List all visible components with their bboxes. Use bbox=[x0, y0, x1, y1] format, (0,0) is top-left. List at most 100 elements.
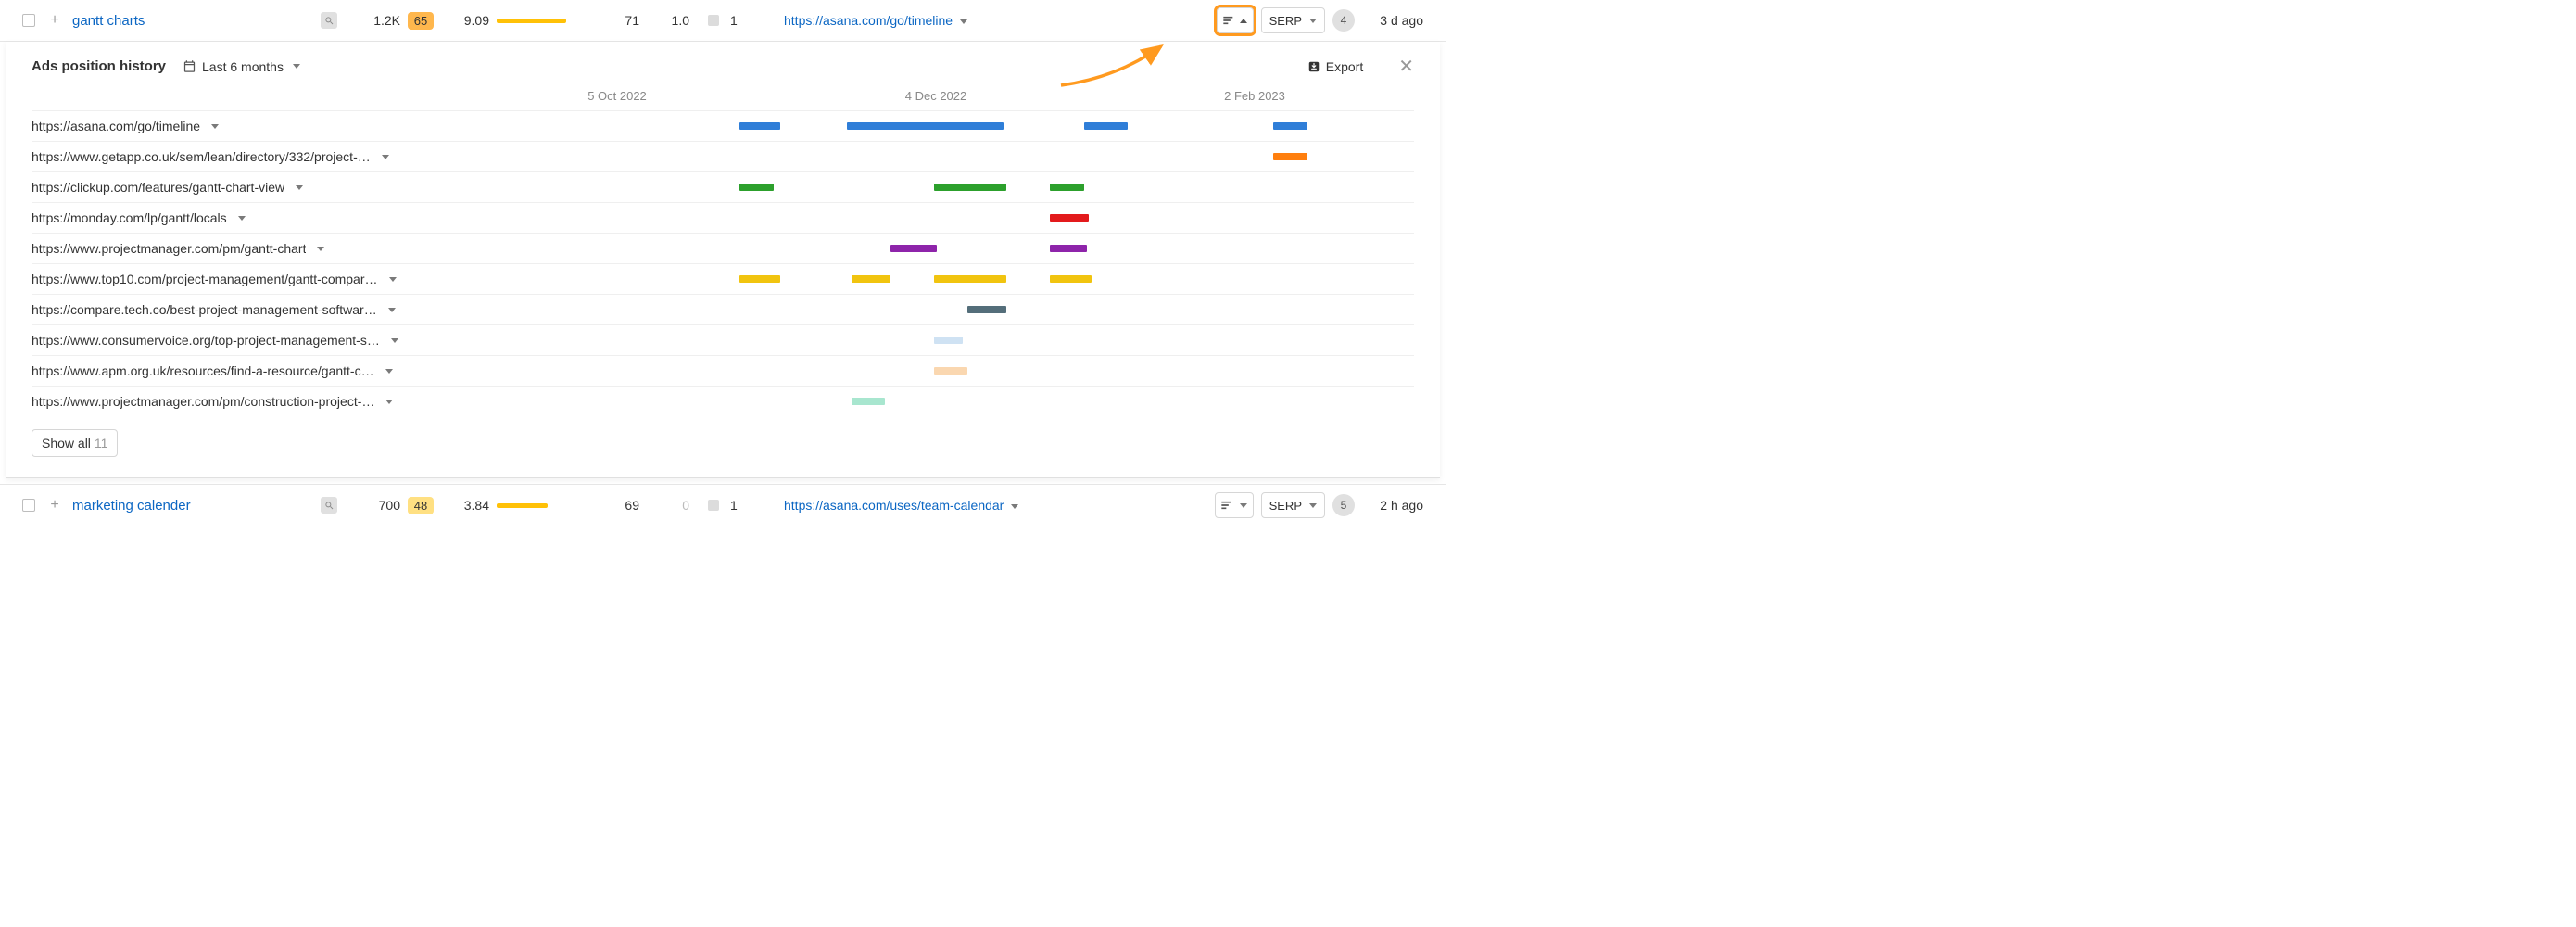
show-all-button[interactable]: Show all 11 bbox=[32, 429, 118, 457]
chevron-down-icon[interactable] bbox=[317, 247, 324, 251]
ads-history-button[interactable] bbox=[1217, 7, 1254, 33]
chevron-down-icon bbox=[1309, 19, 1317, 23]
history-url[interactable]: https://www.consumervoice.org/top-projec… bbox=[32, 333, 380, 348]
chevron-down-icon bbox=[960, 19, 967, 24]
chevron-down-icon bbox=[1309, 503, 1317, 508]
keyword-row: + gantt charts 1.2K 65 9.09 71 1.0 1 htt… bbox=[0, 0, 1446, 42]
show-all-label: Show all bbox=[42, 436, 91, 451]
history-url[interactable]: https://www.projectmanager.com/pm/gantt-… bbox=[32, 241, 306, 256]
chevron-down-icon[interactable] bbox=[238, 216, 246, 221]
chevron-down-icon[interactable] bbox=[389, 277, 397, 282]
timeline-segment bbox=[739, 275, 780, 283]
history-url[interactable]: https://www.apm.org.uk/resources/find-a-… bbox=[32, 363, 374, 378]
chevron-icon bbox=[1240, 19, 1247, 23]
history-timeline bbox=[444, 325, 1414, 355]
chevron-down-icon[interactable] bbox=[388, 308, 396, 312]
history-timeline bbox=[444, 203, 1414, 233]
chevron-down-icon[interactable] bbox=[382, 155, 389, 159]
date-range-filter[interactable]: Last 6 months bbox=[183, 59, 300, 74]
history-url[interactable]: https://compare.tech.co/best-project-man… bbox=[32, 302, 377, 317]
timeline-segment bbox=[934, 184, 1007, 191]
timeline-segment bbox=[739, 184, 774, 191]
trend-sparkline bbox=[497, 19, 589, 23]
history-row: https://www.getapp.co.uk/sem/lean/direct… bbox=[32, 141, 1414, 171]
links-count-badge[interactable]: 4 bbox=[1332, 9, 1355, 32]
history-url[interactable]: https://www.top10.com/project-management… bbox=[32, 272, 378, 286]
history-row: https://compare.tech.co/best-project-man… bbox=[32, 294, 1414, 324]
ads-history-button[interactable] bbox=[1215, 492, 1254, 518]
chevron-down-icon[interactable] bbox=[211, 124, 219, 129]
history-url[interactable]: https://clickup.com/features/gantt-chart… bbox=[32, 180, 284, 195]
chevron-down-icon[interactable] bbox=[385, 400, 393, 404]
metric-c: 1 bbox=[730, 13, 749, 28]
cpc-value: 9.09 bbox=[441, 13, 489, 28]
history-row: https://www.top10.com/project-management… bbox=[32, 263, 1414, 294]
ads-history-panel: Ads position history Last 6 months Expor… bbox=[6, 42, 1440, 478]
timeline-segment bbox=[852, 275, 890, 283]
row-checkbox[interactable] bbox=[22, 499, 35, 512]
metric-a: 71 bbox=[597, 13, 639, 28]
export-button[interactable]: Export bbox=[1307, 59, 1363, 74]
history-url[interactable]: https://asana.com/go/timeline bbox=[32, 119, 200, 133]
serp-button[interactable]: SERP bbox=[1261, 492, 1325, 518]
gray-swatch-icon bbox=[708, 500, 719, 511]
history-row: https://clickup.com/features/gantt-chart… bbox=[32, 171, 1414, 202]
timeline-segment bbox=[1084, 122, 1128, 130]
keyword-link[interactable]: marketing calender bbox=[72, 498, 313, 514]
serp-label: SERP bbox=[1269, 499, 1302, 513]
row-checkbox[interactable] bbox=[22, 14, 35, 27]
timeline-date: 5 Oct 2022 bbox=[458, 89, 777, 103]
timeline-date-header: 5 Oct 20224 Dec 20222 Feb 2023 bbox=[458, 83, 1414, 110]
timeline-segment bbox=[1273, 122, 1307, 130]
history-row: https://www.projectmanager.com/pm/gantt-… bbox=[32, 233, 1414, 263]
keyword-link[interactable]: gantt charts bbox=[72, 13, 313, 29]
history-url[interactable]: https://monday.com/lp/gantt/locals bbox=[32, 210, 227, 225]
export-label: Export bbox=[1326, 59, 1363, 74]
timeline-segment bbox=[847, 122, 1004, 130]
chevron-down-icon[interactable] bbox=[385, 369, 393, 374]
add-icon[interactable]: + bbox=[48, 499, 61, 512]
kd-badge: 48 bbox=[408, 497, 434, 514]
history-timeline bbox=[444, 172, 1414, 202]
gray-swatch-icon bbox=[708, 15, 719, 26]
timeline-segment bbox=[1050, 184, 1084, 191]
links-count-badge[interactable]: 5 bbox=[1332, 494, 1355, 516]
history-timeline bbox=[444, 234, 1414, 263]
history-row: https://www.projectmanager.com/pm/constr… bbox=[32, 386, 1414, 416]
history-row: https://monday.com/lp/gantt/locals bbox=[32, 202, 1414, 233]
add-icon[interactable]: + bbox=[48, 14, 61, 27]
metric-a: 69 bbox=[597, 498, 639, 513]
metric-b: 1.0 bbox=[647, 13, 689, 28]
history-timeline bbox=[444, 387, 1414, 416]
chevron-down-icon[interactable] bbox=[391, 338, 398, 343]
serp-button[interactable]: SERP bbox=[1261, 7, 1325, 33]
timeline-segment bbox=[852, 398, 886, 405]
search-icon[interactable] bbox=[321, 497, 337, 514]
timeline-segment bbox=[739, 122, 780, 130]
history-url[interactable]: https://www.projectmanager.com/pm/constr… bbox=[32, 394, 374, 409]
volume-value: 700 bbox=[345, 498, 400, 513]
trend-sparkline bbox=[497, 503, 589, 508]
volume-value: 1.2K bbox=[345, 13, 400, 28]
search-icon[interactable] bbox=[321, 12, 337, 29]
panel-title: Ads position history bbox=[32, 58, 166, 74]
url-link[interactable]: https://asana.com/uses/team-calendar bbox=[784, 498, 1080, 513]
timeline-segment bbox=[890, 245, 937, 252]
history-timeline bbox=[444, 356, 1414, 386]
close-icon[interactable]: ✕ bbox=[1398, 55, 1414, 78]
url-link[interactable]: https://asana.com/go/timeline bbox=[784, 13, 1080, 28]
timeline-segment bbox=[1050, 275, 1092, 283]
date-range-label: Last 6 months bbox=[202, 59, 284, 74]
chevron-down-icon bbox=[1011, 504, 1018, 509]
timeline-segment bbox=[934, 367, 968, 375]
metric-c: 1 bbox=[730, 498, 749, 513]
kd-badge: 65 bbox=[408, 12, 434, 30]
history-timeline bbox=[444, 111, 1414, 141]
timeline-segment bbox=[967, 306, 1006, 313]
cpc-value: 3.84 bbox=[441, 498, 489, 513]
history-timeline bbox=[444, 142, 1414, 171]
chevron-down-icon[interactable] bbox=[296, 185, 303, 190]
age-value: 2 h ago bbox=[1362, 498, 1423, 513]
timeline-segment bbox=[1273, 153, 1307, 160]
history-url[interactable]: https://www.getapp.co.uk/sem/lean/direct… bbox=[32, 149, 371, 164]
